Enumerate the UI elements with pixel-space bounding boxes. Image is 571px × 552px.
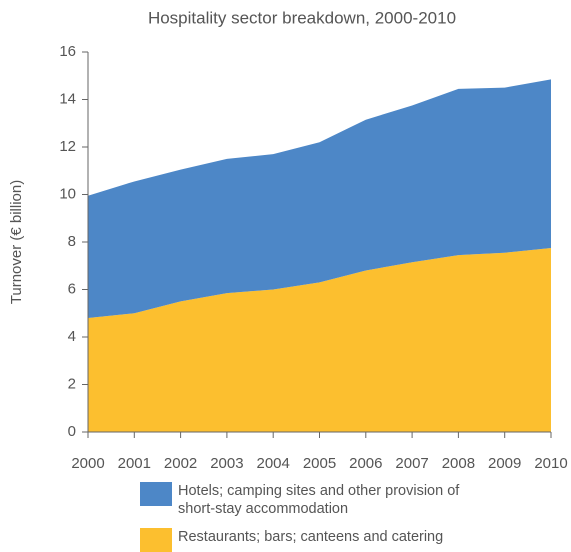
legend-swatch	[140, 528, 172, 552]
legend-item: Hotels; camping sites and other provisio…	[140, 482, 571, 518]
x-tick-label: 2002	[164, 455, 197, 472]
area	[88, 79, 551, 318]
x-tick-label: 2009	[488, 455, 521, 472]
y-tick-label: 8	[68, 233, 76, 250]
x-tick-label: 2010	[534, 455, 567, 472]
x-tick-label: 2000	[71, 455, 104, 472]
y-tick-label: 6	[68, 280, 76, 297]
chart-title: Hospitality sector breakdown, 2000-2010	[148, 8, 456, 27]
y-tick-label: 0	[68, 423, 76, 440]
legend-label: Hotels; camping sites and other provisio…	[178, 483, 460, 517]
x-tick-label: 2007	[395, 455, 428, 472]
x-tick-label: 2006	[349, 455, 382, 472]
x-tick-label: 2005	[303, 455, 336, 472]
x-tick-label: 2004	[257, 455, 290, 472]
y-axis-label: Turnover (€ billion)	[8, 180, 25, 305]
legend-label: Restaurants; bars; canteens and catering	[178, 529, 444, 545]
legend-swatch	[140, 482, 172, 506]
y-tick-label: 4	[68, 328, 76, 345]
y-tick-label: 2	[68, 375, 76, 392]
x-tick-label: 2001	[118, 455, 151, 472]
y-tick-label: 16	[59, 43, 76, 60]
area	[88, 247, 551, 432]
y-tick-label: 10	[59, 185, 76, 202]
x-tick-label: 2008	[442, 455, 475, 472]
y-tick-label: 12	[59, 138, 76, 155]
legend-item: Restaurants; bars; canteens and catering	[140, 528, 571, 552]
y-tick-label: 14	[59, 90, 76, 107]
x-tick-label: 2003	[210, 455, 243, 472]
